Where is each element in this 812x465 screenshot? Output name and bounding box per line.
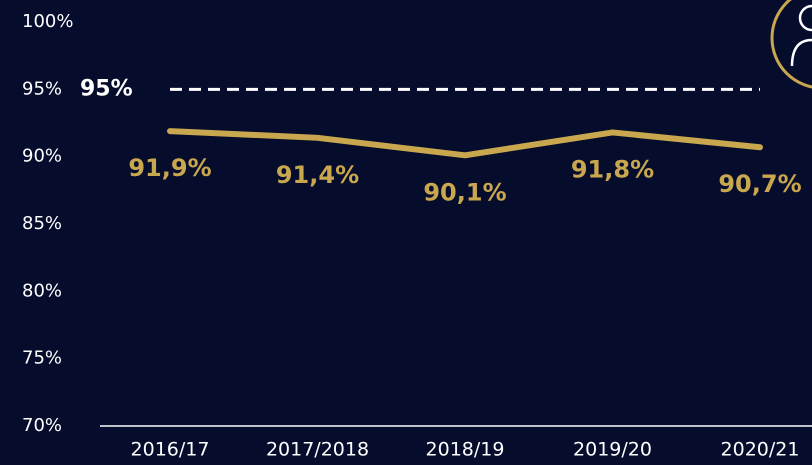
y-tick-label: 70% bbox=[22, 415, 62, 436]
person-figure bbox=[790, 4, 812, 67]
x-tick-label: 2018/19 bbox=[426, 439, 505, 461]
data-label: 91,8% bbox=[571, 155, 654, 183]
icon-head bbox=[798, 4, 812, 32]
icon-ring bbox=[770, 0, 812, 89]
data-line bbox=[167, 128, 763, 159]
y-tick-label: 75% bbox=[22, 348, 62, 369]
data-label: 91,4% bbox=[276, 161, 359, 189]
y-tick-label: 80% bbox=[22, 280, 62, 301]
x-tick-label: 2017/2018 bbox=[266, 439, 369, 461]
x-tick-label: 2020/21 bbox=[721, 439, 800, 461]
x-tick-label: 2016/17 bbox=[131, 439, 210, 461]
reference-label: 95% bbox=[80, 76, 133, 101]
icon-body bbox=[790, 38, 812, 67]
y-tick-label: 90% bbox=[22, 146, 62, 167]
y-tick-label: 100% bbox=[22, 11, 73, 32]
person-icon bbox=[770, 0, 812, 89]
y-tick-label: 85% bbox=[22, 213, 62, 234]
data-label: 90,7% bbox=[718, 170, 801, 198]
x-tick-label: 2019/20 bbox=[573, 439, 652, 461]
data-label: 90,1% bbox=[423, 178, 506, 206]
y-tick-label: 95% bbox=[22, 78, 62, 99]
data-label: 91,9% bbox=[128, 154, 211, 182]
